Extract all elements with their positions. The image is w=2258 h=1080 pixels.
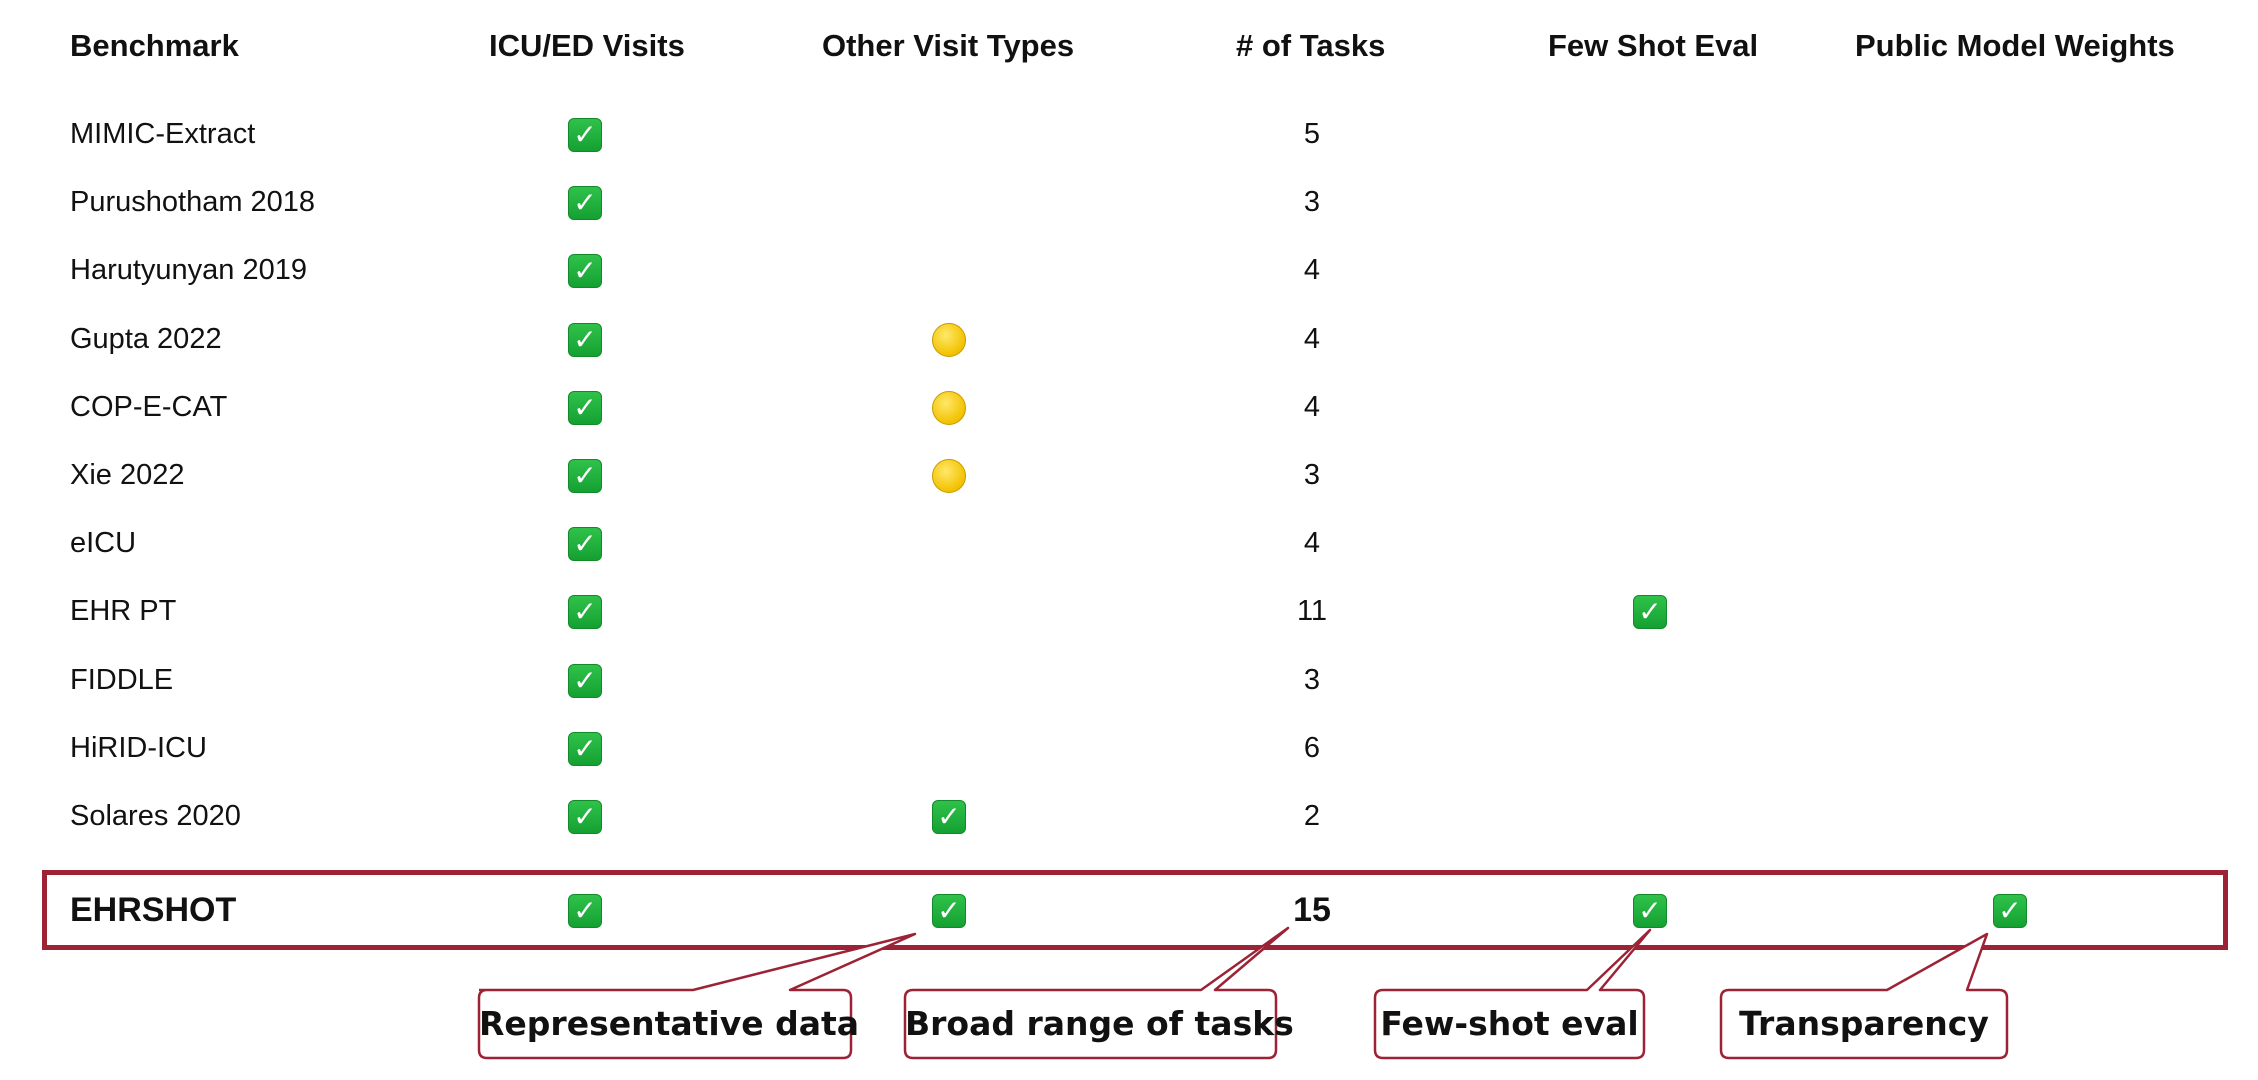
num-tasks: 3 — [1303, 664, 1321, 696]
check-mark-icon: ✓ — [568, 732, 602, 767]
num-tasks: 4 — [1303, 527, 1321, 559]
check-mark-icon: ✓ — [1993, 894, 2027, 929]
table-row: eICU ✓ 4 — [0, 513, 2258, 573]
num-tasks: 3 — [1303, 459, 1321, 491]
header-icu-ed-visits: ICU/ED Visits — [489, 28, 685, 63]
table-row: COP-E-CAT ✓ 4 — [0, 377, 2258, 437]
table-row: MIMIC-Extract ✓ 5 — [0, 104, 2258, 164]
ehrshot-name: EHRSHOT — [70, 891, 237, 929]
icu-ed-cell: ✓ — [560, 718, 610, 778]
callout-bubble-transparency — [1719, 932, 2009, 1060]
num-tasks: 11 — [1296, 595, 1328, 627]
benchmark-name: Xie 2022 — [70, 459, 185, 491]
table-row: FIDDLE ✓ 3 — [0, 650, 2258, 710]
callout-representative-data: Representative data — [479, 1004, 860, 1043]
check-mark-icon: ✓ — [568, 595, 602, 630]
ehrshot-other-visit-cell: ✓ — [924, 870, 974, 950]
header-public-model-weights: Public Model Weights — [1855, 28, 2175, 63]
check-mark-icon: ✓ — [568, 254, 602, 289]
check-mark-icon: ✓ — [568, 664, 602, 699]
icu-ed-cell: ✓ — [560, 513, 610, 573]
icu-ed-cell: ✓ — [560, 240, 610, 300]
check-mark-icon: ✓ — [568, 323, 602, 358]
benchmark-name: EHR PT — [70, 595, 177, 627]
num-tasks: 3 — [1303, 186, 1321, 218]
ehrshot-row: EHRSHOT ✓ ✓ 15 ✓ ✓ — [0, 870, 2258, 950]
table-row: Harutyunyan 2019 ✓ 4 — [0, 240, 2258, 300]
ehrshot-few-shot-cell: ✓ — [1625, 870, 1675, 950]
callout-bubble-broad-range — [903, 926, 1290, 1060]
benchmark-name: FIDDLE — [70, 664, 174, 696]
benchmark-name: Solares 2020 — [70, 800, 241, 832]
ehrshot-num-tasks: 15 — [1293, 891, 1331, 929]
table-row: Solares 2020 ✓ ✓ 2 — [0, 786, 2258, 846]
check-mark-icon: ✓ — [568, 391, 602, 426]
header-num-tasks: # of Tasks — [1236, 28, 1386, 63]
callout-transparency: Transparency — [1739, 1004, 1989, 1043]
table-row: Gupta 2022 ✓ 4 — [0, 309, 2258, 369]
num-tasks: 4 — [1303, 323, 1321, 355]
header-other-visit-types: Other Visit Types — [822, 28, 1075, 63]
callout-bubble-representative — [477, 932, 917, 1060]
check-mark-icon: ✓ — [568, 118, 602, 153]
check-mark-icon: ✓ — [932, 894, 966, 929]
table-row: Purushotham 2018 ✓ 3 — [0, 172, 2258, 232]
yellow-circle-icon — [932, 459, 966, 494]
check-mark-icon: ✓ — [932, 800, 966, 835]
check-mark-icon: ✓ — [568, 527, 602, 562]
yellow-circle-icon — [932, 391, 966, 426]
check-mark-icon: ✓ — [568, 800, 602, 835]
callout-broad-range-of-tasks: Broad range of tasks — [905, 1004, 1294, 1043]
other-visit-cell: ✓ — [924, 786, 974, 846]
icu-ed-cell: ✓ — [560, 377, 610, 437]
num-tasks: 2 — [1303, 800, 1321, 832]
check-mark-icon: ✓ — [1633, 894, 1667, 929]
benchmark-name: HiRID-ICU — [70, 732, 207, 764]
other-visit-cell — [924, 377, 974, 437]
callout-bubble-few-shot — [1373, 928, 1652, 1060]
check-mark-icon: ✓ — [1633, 595, 1667, 630]
icu-ed-cell: ✓ — [560, 445, 610, 505]
table-row: Xie 2022 ✓ 3 — [0, 445, 2258, 505]
table-row: EHR PT ✓ 11 ✓ — [0, 581, 2258, 641]
icu-ed-cell: ✓ — [560, 581, 610, 641]
benchmark-name: eICU — [70, 527, 137, 559]
few-shot-cell: ✓ — [1625, 581, 1675, 641]
icu-ed-cell: ✓ — [560, 309, 610, 369]
header-few-shot-eval: Few Shot Eval — [1548, 28, 1759, 63]
yellow-circle-icon — [932, 323, 966, 358]
num-tasks: 5 — [1303, 118, 1321, 150]
benchmark-name: Harutyunyan 2019 — [70, 254, 307, 286]
ehrshot-highlight-box — [42, 870, 2228, 950]
benchmark-name: COP-E-CAT — [70, 391, 228, 423]
icu-ed-cell: ✓ — [560, 172, 610, 232]
other-visit-cell — [924, 445, 974, 505]
benchmark-name: Gupta 2022 — [70, 323, 222, 355]
table-row: HiRID-ICU ✓ 6 — [0, 718, 2258, 778]
check-mark-icon: ✓ — [568, 186, 602, 221]
benchmark-name: Purushotham 2018 — [70, 186, 316, 218]
icu-ed-cell: ✓ — [560, 104, 610, 164]
num-tasks: 4 — [1303, 254, 1321, 286]
ehrshot-icu-ed-cell: ✓ — [560, 870, 610, 950]
header-benchmark: Benchmark — [70, 28, 239, 63]
check-mark-icon: ✓ — [568, 894, 602, 929]
ehrshot-public-weights-cell: ✓ — [1985, 870, 2035, 950]
benchmark-name: MIMIC-Extract — [70, 118, 256, 150]
callout-few-shot-eval: Few-shot eval — [1380, 1004, 1639, 1043]
num-tasks: 6 — [1303, 732, 1321, 764]
icu-ed-cell: ✓ — [560, 786, 610, 846]
other-visit-cell — [924, 309, 974, 369]
icu-ed-cell: ✓ — [560, 650, 610, 710]
num-tasks: 4 — [1303, 391, 1321, 423]
check-mark-icon: ✓ — [568, 459, 602, 494]
